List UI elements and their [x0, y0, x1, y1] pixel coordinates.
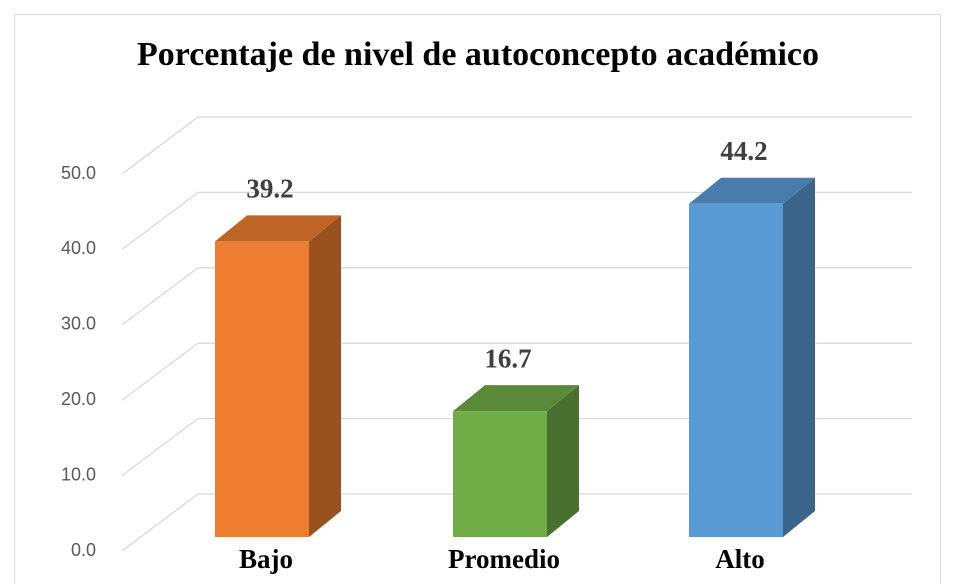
data-label: 44.2	[720, 136, 767, 166]
grid-line	[121, 191, 199, 250]
x-tick-label: Alto	[715, 544, 765, 574]
data-label: 39.2	[246, 174, 293, 204]
bar-side	[783, 177, 815, 537]
bar-front	[453, 411, 547, 537]
bar-side	[309, 215, 341, 537]
bar-front	[689, 203, 783, 537]
bar-front	[215, 241, 309, 537]
grid-line	[121, 342, 199, 401]
grid-line	[121, 267, 199, 326]
y-tick-label: 40.0	[61, 238, 96, 258]
chart-title: Porcentaje de nivel de autoconcepto acad…	[137, 36, 819, 73]
bar-side	[547, 385, 579, 537]
grid-line	[121, 116, 199, 175]
bar	[215, 215, 341, 537]
bar-top	[453, 385, 579, 412]
y-tick-label: 20.0	[61, 389, 96, 409]
x-tick-label: Promedio	[448, 544, 560, 574]
y-tick-label: 0.0	[71, 540, 96, 560]
y-tick-label: 30.0	[61, 314, 96, 334]
bar	[453, 385, 579, 537]
y-tick-label: 50.0	[61, 163, 96, 183]
bar-top	[689, 177, 815, 204]
bar	[689, 177, 815, 537]
x-tick-label: Bajo	[239, 544, 293, 574]
grid-line	[121, 493, 199, 552]
data-label: 16.7	[484, 343, 531, 373]
bar-top	[215, 215, 341, 242]
grid-line	[121, 418, 199, 477]
y-tick-label: 10.0	[61, 464, 96, 484]
